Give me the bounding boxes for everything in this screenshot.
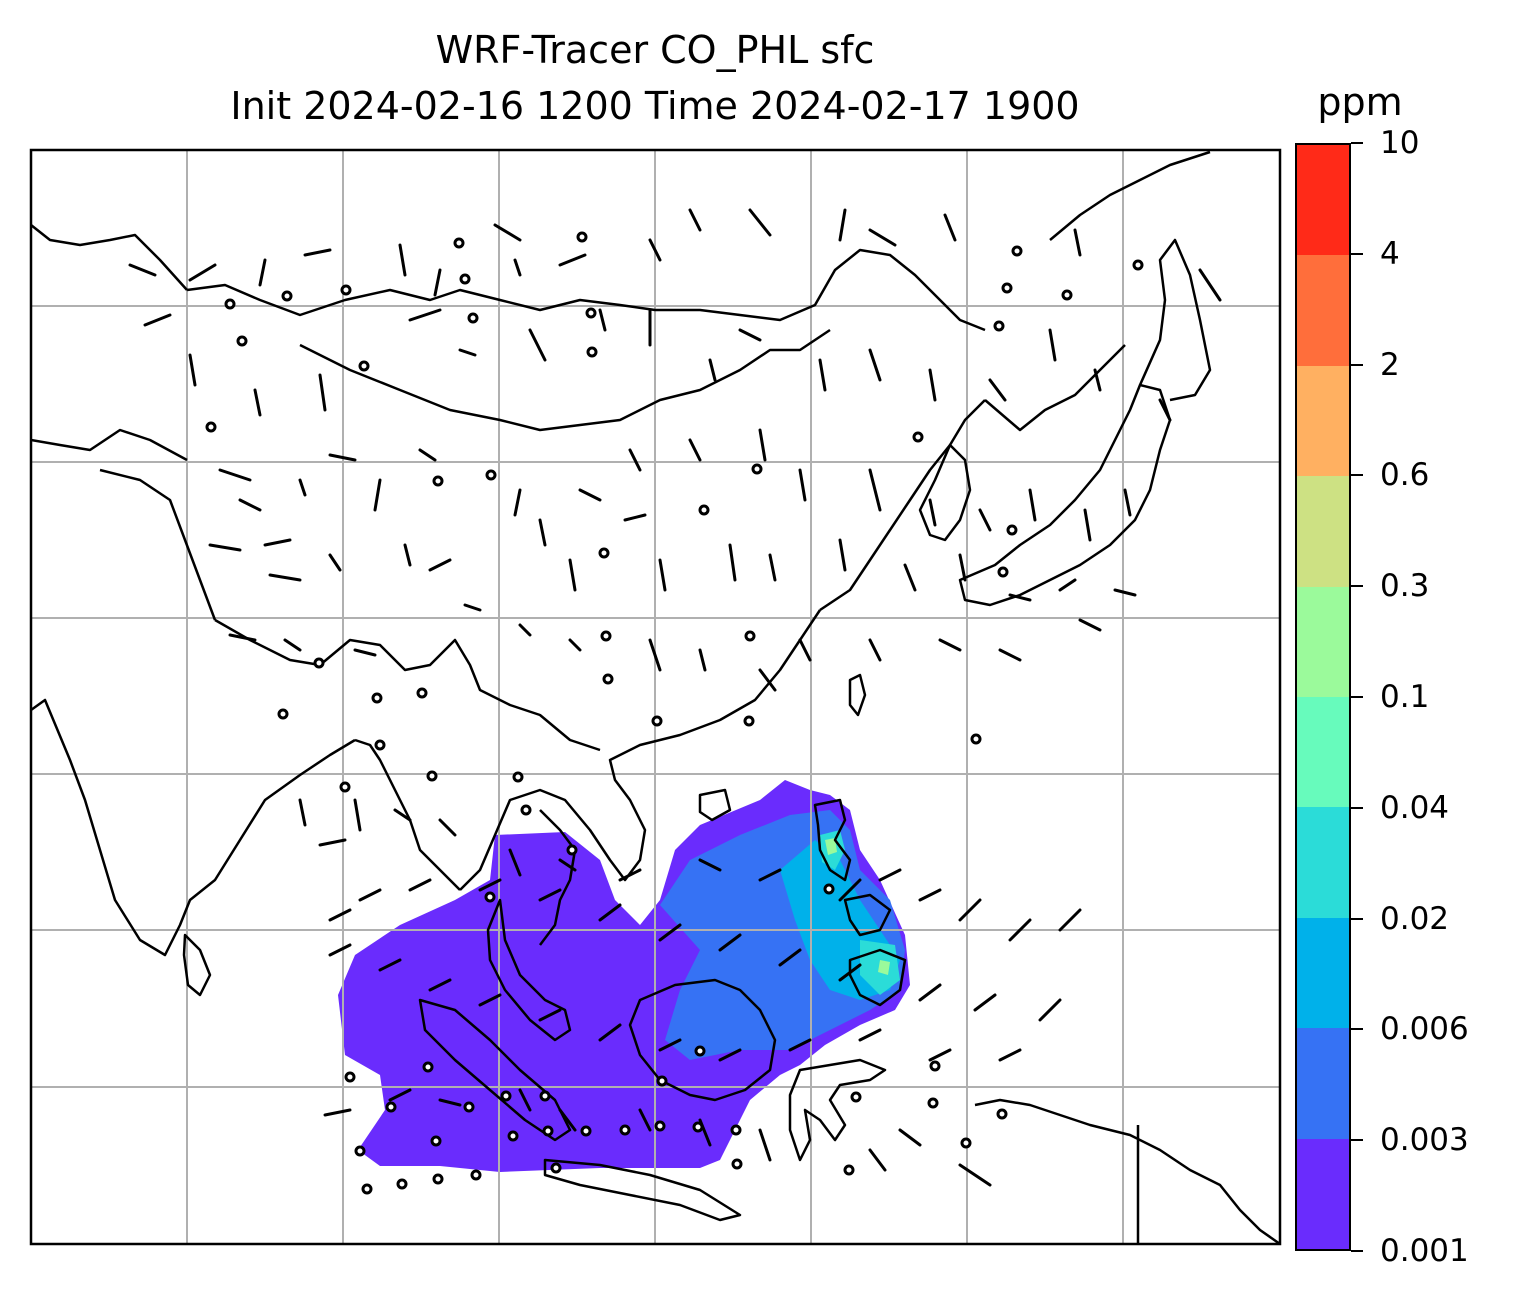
colorbar-tick [1351, 585, 1363, 588]
colorbar-segment [1297, 1028, 1349, 1139]
colorbar-segment [1297, 586, 1349, 697]
coast-indochina [459, 609, 822, 891]
map-canvas [29, 148, 1282, 1246]
coast-bay-bengal-east [354, 738, 461, 891]
colorbar-tick-label: 0.1 [1380, 679, 1430, 715]
colorbar-tick [1351, 1028, 1363, 1031]
wind-barbs [128, 208, 1222, 1187]
coast-luzon [813, 798, 852, 882]
coast-india [31, 698, 356, 957]
coast-china-east [819, 399, 986, 612]
coast-srilanka [182, 933, 212, 997]
colorbar-tick [1351, 1250, 1363, 1252]
border-china-mongolia [186, 248, 986, 332]
colorbar-segment [1297, 696, 1349, 808]
border-png [974, 1098, 1280, 1244]
border-west [31, 224, 188, 462]
colorbar-tick [1351, 806, 1363, 809]
border-china-south [214, 618, 601, 752]
coastlines [31, 150, 1280, 1244]
colorbar-tick [1351, 917, 1363, 920]
colorbar-tick [1351, 474, 1363, 477]
colorbar-tick-label: 0.6 [1380, 457, 1430, 494]
colorbar-tick-label: 0.006 [1380, 1011, 1469, 1048]
colorbar-segment [1297, 476, 1349, 587]
title-line-2: Init 2024-02-16 1200 Time 2024-02-17 190… [230, 84, 1080, 128]
coast-russia-pacific [984, 150, 1211, 432]
colorbar-tick-label: 0.001 [1380, 1233, 1469, 1269]
coast-borneo [628, 978, 777, 1102]
colorbar-tick-label: 2 [1380, 346, 1400, 383]
coast-sulawesi [788, 1058, 887, 1162]
coast-korea [918, 443, 972, 542]
colorbar-tick [1351, 696, 1363, 698]
coast-hokkaido-sakhalin [1138, 238, 1212, 402]
coast-hainan [698, 788, 732, 822]
coast-java [543, 1158, 742, 1222]
gridlines [31, 150, 1280, 1244]
colorbar-segment [1297, 917, 1349, 1029]
coast-japan [958, 383, 1172, 607]
colorbar-tick-label: 4 [1380, 235, 1400, 272]
coast-taiwan [848, 673, 867, 717]
colorbar-tick [1351, 142, 1363, 144]
colorbar-segment [1297, 1138, 1349, 1249]
colorbar-segment [1297, 255, 1349, 366]
tracer-field [338, 780, 910, 1172]
colorbar-tick [1351, 1139, 1363, 1142]
chart-title: WRF-Tracer CO_PHL sfc Init 2024-02-16 12… [30, 22, 1280, 134]
colorbar-unit-label: ppm [1317, 80, 1403, 124]
map-frame [29, 148, 1282, 1246]
colorbar-segment [1297, 807, 1349, 918]
coast-visayas-mindanao [843, 893, 907, 1007]
colorbar-tick-label: 0.003 [1380, 1122, 1469, 1159]
title-line-1: WRF-Tracer CO_PHL sfc [435, 28, 875, 72]
colorbar-tick-label: 0.04 [1380, 789, 1450, 826]
colorbar-segment [1297, 144, 1349, 256]
colorbar-tick-label: 0.3 [1380, 568, 1430, 605]
colorbar-segment [1297, 365, 1349, 477]
colorbar [1295, 143, 1351, 1251]
border-mongolia-south [299, 328, 831, 432]
coast-gulf-thailand [539, 809, 577, 946]
colorbar-tick-label: 0.02 [1380, 900, 1450, 937]
colorbar-tick [1351, 363, 1363, 366]
colorbar-tick-label: 10 [1380, 125, 1420, 161]
coast-sumatra [418, 998, 572, 1142]
calm-wind-markers [205, 231, 1144, 1195]
tracer-field-level-5 [825, 838, 890, 975]
tracer-field-level-4 [820, 830, 900, 995]
coast-malay-peninsula [486, 898, 572, 1042]
colorbar-tick [1351, 252, 1363, 255]
border-tibet-himalaya [99, 468, 217, 621]
